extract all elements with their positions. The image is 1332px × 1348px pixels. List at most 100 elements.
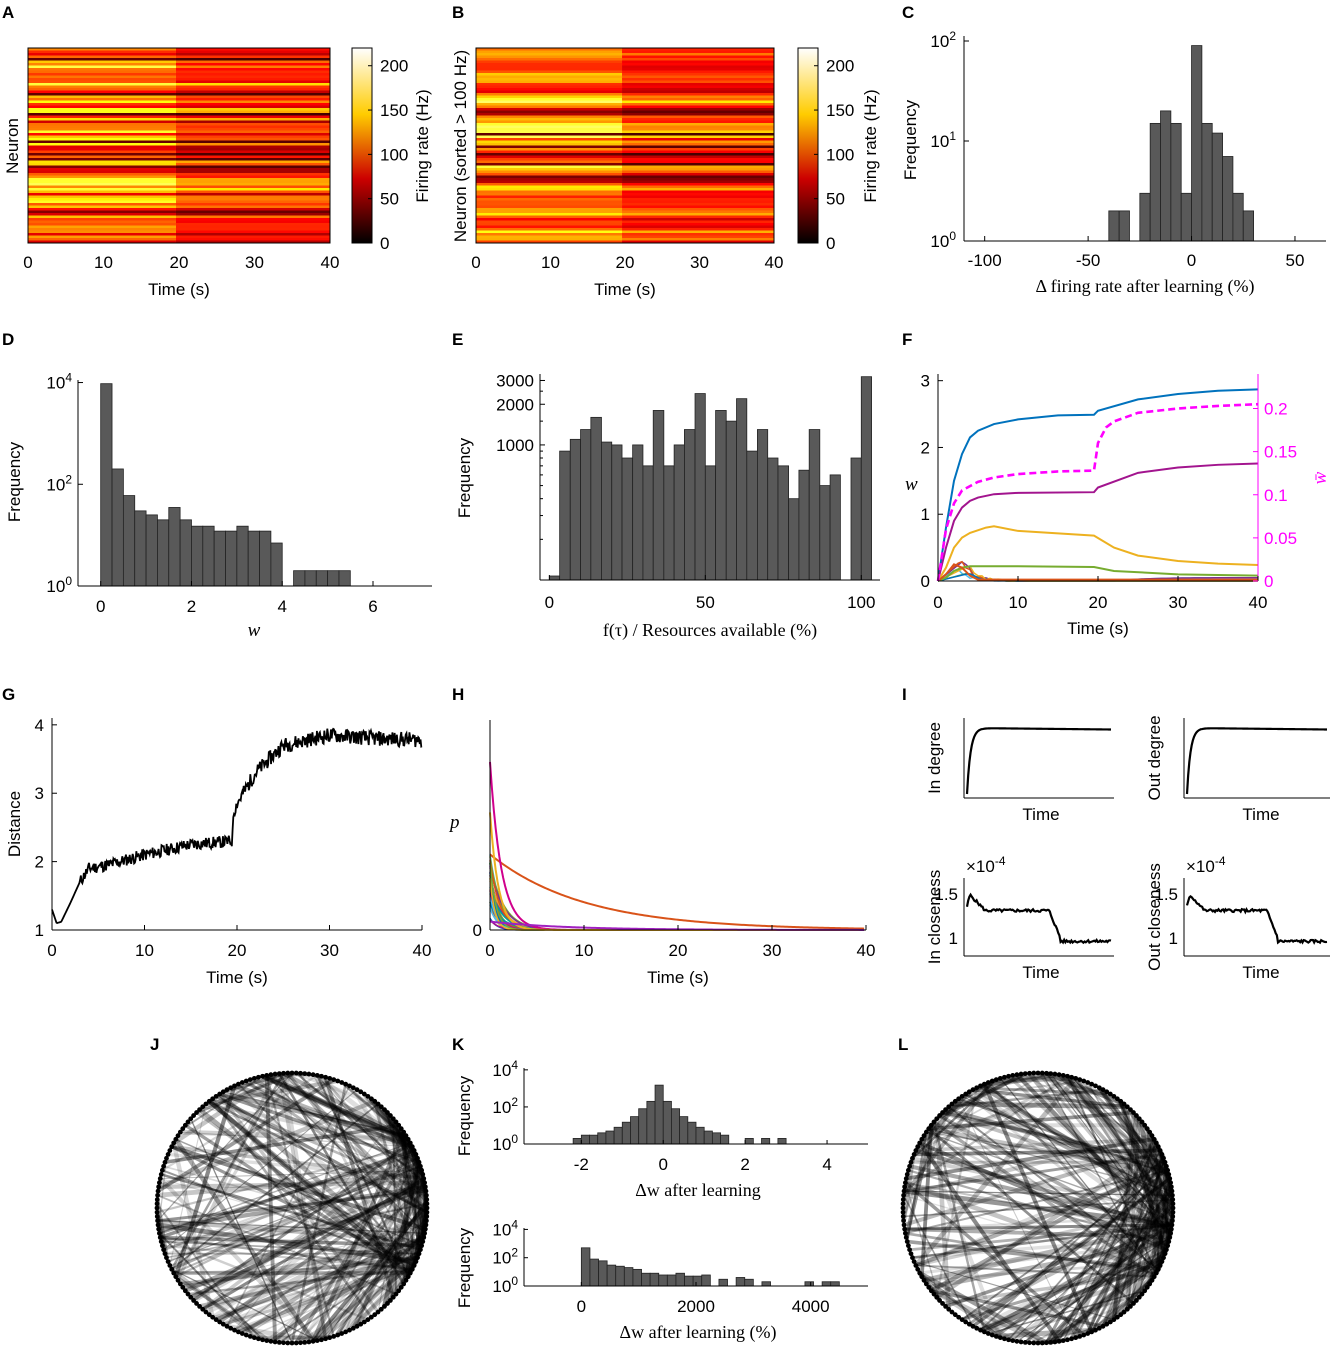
- network-node: [361, 1091, 367, 1097]
- network-edge: [1069, 1142, 1159, 1340]
- y-tick-label: 1.5: [934, 885, 958, 904]
- network-edge: [1140, 1162, 1167, 1295]
- network-node: [904, 1172, 910, 1177]
- network-node: [1010, 1338, 1016, 1344]
- network-edge: [286, 1072, 424, 1243]
- histogram-bar: [701, 1274, 711, 1287]
- network-node: [1168, 1226, 1174, 1232]
- heatmap-row-after: [175, 80, 330, 84]
- heatmap-row-before: [476, 55, 623, 59]
- network-edge: [278, 1072, 405, 1285]
- network-node: [213, 1317, 219, 1323]
- heatmap-row-after: [175, 180, 330, 184]
- network-edge: [904, 1227, 1170, 1240]
- series-line-blue: [937, 388, 1259, 582]
- heatmap-row-before: [28, 115, 176, 119]
- network-node: [904, 1239, 910, 1244]
- histogram-bar: [692, 1275, 703, 1287]
- network-edge: [377, 1142, 411, 1313]
- network-edge: [184, 1123, 412, 1275]
- network-node: [256, 1074, 261, 1080]
- network-node: [1077, 1333, 1083, 1339]
- network-edge: [157, 1172, 423, 1198]
- network-edge: [901, 1157, 915, 1222]
- network-node: [1167, 1176, 1173, 1181]
- histogram-bar: [605, 1130, 615, 1145]
- network-edge: [241, 1081, 413, 1149]
- network-edge: [915, 1148, 1172, 1232]
- network-edge: [915, 1137, 1155, 1153]
- network-edge: [1097, 1219, 1175, 1330]
- x-tick-label: 0: [47, 941, 56, 960]
- colorbar-tick-label: 0: [826, 234, 835, 253]
- network-edge: [369, 1097, 425, 1176]
- network-node: [169, 1266, 175, 1272]
- heatmap-row-before: [28, 120, 176, 124]
- heatmap-row-after: [622, 183, 774, 186]
- heatmap-row-after: [622, 118, 774, 121]
- network-node: [1056, 1338, 1062, 1344]
- network-edge: [389, 1162, 421, 1301]
- network-node: [1104, 1089, 1110, 1095]
- network-edge: [1074, 1077, 1174, 1218]
- network-edge: [261, 1074, 410, 1142]
- network-edge: [160, 1173, 421, 1251]
- subplot-xlabel: Time: [1242, 805, 1279, 824]
- heatmap-row-after: [175, 143, 330, 146]
- heatmap-row-before: [476, 68, 623, 71]
- x-tick-label: 30: [763, 941, 782, 960]
- network-edge: [979, 1235, 1171, 1332]
- network-edge: [215, 1094, 428, 1214]
- heatmap-row-after: [175, 215, 330, 219]
- network-node: [1022, 1340, 1028, 1345]
- heatmap-row-after: [622, 50, 774, 54]
- y-tick-label: 3: [35, 784, 44, 803]
- network-node: [385, 1301, 390, 1306]
- y-tick-label: 102: [930, 29, 956, 51]
- heatmap-row-before: [476, 205, 623, 209]
- network-node: [375, 1101, 381, 1107]
- histogram-bar: [808, 429, 821, 581]
- subplot-xlabel: Time: [1022, 805, 1059, 824]
- network-node: [413, 1259, 419, 1265]
- network-node: [247, 1333, 253, 1339]
- network-edge: [336, 1198, 428, 1336]
- network-edge: [336, 1248, 422, 1337]
- network-edge: [173, 1264, 415, 1275]
- network-edge: [173, 1085, 237, 1278]
- network-edge: [316, 1074, 428, 1205]
- network-edge: [904, 1223, 1172, 1231]
- network-node: [167, 1263, 173, 1268]
- network-edge: [233, 1083, 414, 1149]
- network-edge: [1033, 1325, 1104, 1344]
- panel-I: Time In degree Time Out degree Time In closen…: [925, 715, 1330, 982]
- heatmap-row-after: [175, 85, 330, 89]
- network-node: [158, 1239, 164, 1244]
- network-edge: [1112, 1112, 1136, 1320]
- heatmap-row-before: [476, 183, 623, 186]
- network-edge: [315, 1074, 422, 1255]
- network-node: [235, 1081, 241, 1087]
- network-edge: [199, 1255, 419, 1309]
- network-node: [1161, 1255, 1166, 1261]
- heatmap-row-before: [28, 168, 176, 171]
- network-node: [970, 1323, 976, 1329]
- network-node: [420, 1239, 426, 1244]
- network-edge: [1159, 1162, 1167, 1266]
- heatmap-row-before: [476, 208, 623, 211]
- network-node: [966, 1321, 972, 1327]
- heatmap-row-before: [476, 228, 623, 231]
- network-edge: [914, 1148, 1161, 1157]
- network-edge: [237, 1267, 413, 1334]
- x-tick-label: 40: [765, 253, 784, 272]
- network-node: [155, 1192, 160, 1198]
- network-edge: [333, 1216, 428, 1337]
- histogram-bar: [145, 514, 158, 587]
- network-edge: [1158, 1186, 1174, 1266]
- network-node: [1153, 1270, 1159, 1276]
- network-node: [158, 1172, 164, 1177]
- ylabel-A: Neuron: [3, 118, 22, 174]
- network-node: [1162, 1159, 1168, 1165]
- x-tick-label: 20: [1089, 593, 1108, 612]
